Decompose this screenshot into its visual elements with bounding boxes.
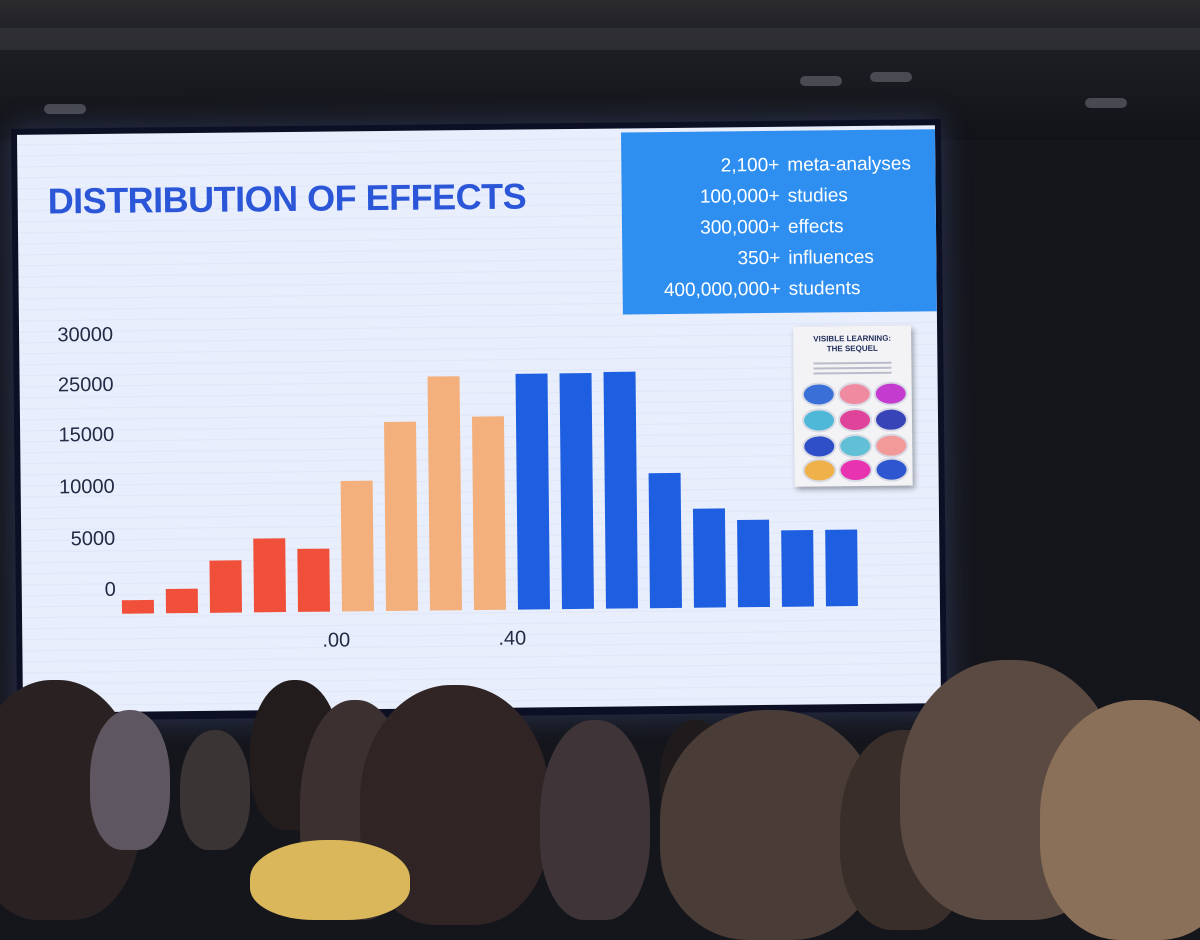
audience-head xyxy=(540,720,650,920)
bar xyxy=(340,480,374,612)
book-cover-badge xyxy=(874,433,909,458)
bar xyxy=(384,421,418,611)
ceiling-light xyxy=(800,76,842,86)
audience-head xyxy=(90,710,170,850)
y-tick-label: 0 xyxy=(105,579,116,601)
book-cover-badge xyxy=(838,433,873,459)
bar xyxy=(297,548,330,612)
ceiling-beam xyxy=(0,28,1200,50)
bar xyxy=(559,373,594,610)
book-cover-subtitle-line xyxy=(813,366,892,370)
book-cover-badge xyxy=(801,382,836,407)
ceiling-light xyxy=(870,72,912,82)
bar xyxy=(471,416,506,611)
audience-head xyxy=(250,840,410,920)
audience-silhouettes xyxy=(0,640,1200,940)
book-cover-title: VISIBLE LEARNING: THE SEQUEL xyxy=(813,333,892,354)
y-axis: 30000 25000 15000 10000 5000 0 xyxy=(57,324,116,601)
y-tick-label: 30000 xyxy=(57,324,113,347)
bar xyxy=(427,376,462,611)
bar-series xyxy=(121,371,858,614)
bar xyxy=(165,588,199,614)
book-cover-badge xyxy=(873,381,908,406)
bar xyxy=(692,508,726,608)
bar xyxy=(253,538,287,613)
book-cover-badge xyxy=(837,381,872,407)
book-cover-badge xyxy=(802,458,837,483)
y-tick-label: 10000 xyxy=(59,476,115,499)
x-axis: .00 .40 xyxy=(322,628,526,652)
presentation-slide: DISTRIBUTION OF EFFECTS 2,100+ meta-anal… xyxy=(16,125,941,713)
bar xyxy=(121,599,155,614)
y-tick-label: 15000 xyxy=(58,424,114,447)
projection-screen: DISTRIBUTION OF EFFECTS 2,100+ meta-anal… xyxy=(10,119,948,721)
book-cover-badge xyxy=(837,407,873,433)
book-cover-subtitle-line xyxy=(813,371,892,375)
audience-head xyxy=(180,730,250,850)
bar xyxy=(515,373,550,610)
book-cover-badge xyxy=(838,457,873,483)
book-cover-subtitle-line xyxy=(813,361,892,365)
bar xyxy=(603,371,638,609)
bar xyxy=(648,472,682,609)
y-tick-label: 25000 xyxy=(58,374,114,397)
effects-bar-chart: 30000 25000 15000 10000 5000 0 .00 .40 xyxy=(57,324,858,652)
bar xyxy=(209,560,243,613)
bar xyxy=(781,530,814,607)
book-cover-badge xyxy=(874,457,909,482)
x-tick-label: .40 xyxy=(498,628,526,650)
book-cover-badge xyxy=(873,407,909,432)
y-tick-label: 5000 xyxy=(71,528,116,550)
book-cover-image: VISIBLE LEARNING: THE SEQUEL xyxy=(793,325,913,487)
ceiling-light xyxy=(44,104,86,114)
bar xyxy=(737,519,770,608)
ceiling-light xyxy=(1085,98,1127,108)
bar xyxy=(825,529,858,607)
book-cover-badge xyxy=(801,408,837,433)
book-cover-badge xyxy=(802,434,837,459)
room-ceiling xyxy=(0,0,1200,140)
x-tick-label: .00 xyxy=(322,629,350,651)
